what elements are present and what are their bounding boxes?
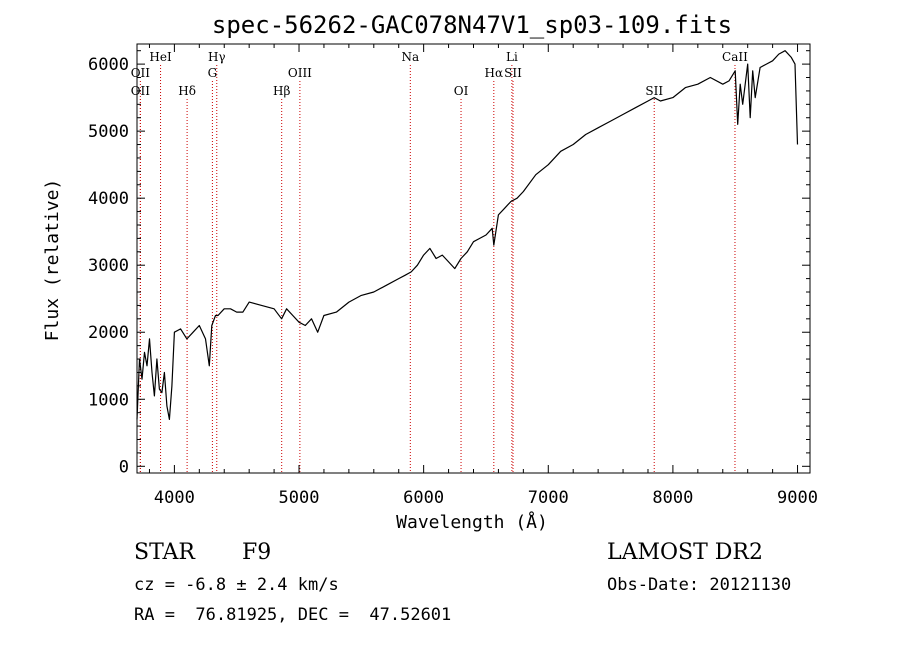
y-tick-label: 0 [119, 457, 129, 477]
spectrum-line [136, 50, 799, 420]
y-tick-label: 5000 [88, 122, 129, 142]
y-tick-label: 1000 [88, 390, 129, 410]
x-axis-label: Wavelength (Å) [396, 511, 548, 533]
line-marker-label: G [208, 66, 218, 80]
line-marker-label: Na [401, 50, 419, 64]
y-axis-label: Flux (relative) [42, 179, 63, 342]
line-marker-label: Hγ [208, 50, 226, 64]
line-marker-label: SII [504, 66, 522, 80]
y-axis-ticks: 0 1000 2000 3000 4000 5000 6000 [88, 50, 810, 477]
line-marker-label: OI [454, 84, 469, 98]
x-tick-label: 8000 [652, 488, 693, 508]
line-marker-label: CaII [722, 50, 748, 64]
line-marker-label: HeI [149, 50, 172, 64]
line-marker-label: Hβ [273, 84, 290, 98]
x-tick-label: 7000 [528, 488, 569, 508]
obs-date-text: Obs-Date: 20121130 [607, 575, 791, 595]
chart-title: spec-56262-GAC078N47V1_sp03-109.fits [212, 11, 732, 39]
x-tick-label: 6000 [403, 488, 444, 508]
x-tick-label: 9000 [777, 488, 818, 508]
survey-label: LAMOST DR2 [607, 540, 763, 565]
object-class: STAR [134, 540, 196, 565]
object-subclass: F9 [242, 540, 271, 565]
plot-frame [136, 43, 811, 474]
line-marker-label: OII [131, 66, 151, 80]
y-tick-label: 6000 [88, 55, 129, 75]
redshift-text: cz = -6.8 ± 2.4 km/s [134, 575, 339, 595]
line-marker-label: Hδ [178, 84, 196, 98]
x-tick-label: 4000 [154, 488, 195, 508]
line-marker-label: OIII [288, 66, 312, 80]
x-axis-ticks: 4000 5000 6000 7000 8000 9000 [148, 44, 818, 508]
y-tick-label: 2000 [88, 323, 129, 343]
y-tick-label: 4000 [88, 189, 129, 209]
spectrum-series [136, 50, 799, 420]
line-marker-label: Li [506, 50, 518, 64]
coordinates-text: RA = 76.81925, DEC = 47.52601 [134, 605, 451, 625]
x-tick-label: 5000 [279, 488, 320, 508]
line-marker-label: Hα [485, 66, 504, 80]
y-tick-label: 3000 [88, 256, 129, 276]
line-marker-label: SII [645, 84, 663, 98]
